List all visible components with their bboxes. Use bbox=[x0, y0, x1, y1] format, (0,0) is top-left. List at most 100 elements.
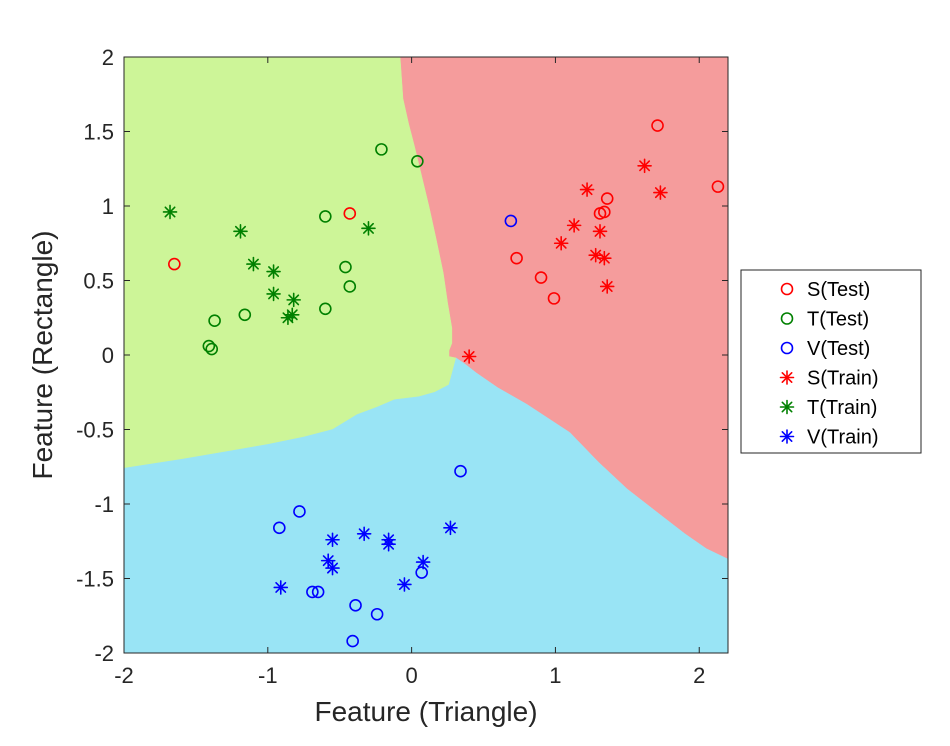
legend-label: S(Test) bbox=[807, 279, 870, 301]
legend-box bbox=[740, 269, 922, 454]
data-point bbox=[653, 185, 668, 200]
series-v-test bbox=[273, 214, 518, 648]
data-point bbox=[597, 250, 612, 266]
legend-marker bbox=[780, 341, 794, 355]
data-point bbox=[356, 526, 372, 542]
data-point bbox=[411, 155, 424, 168]
legend-label: V(Train) bbox=[807, 427, 878, 449]
legend-item: S(Train) bbox=[779, 368, 878, 390]
data-point bbox=[162, 204, 178, 220]
y-tick-label: -1.5 bbox=[76, 567, 114, 592]
data-point bbox=[202, 339, 216, 353]
x-tick-label: -2 bbox=[114, 663, 134, 688]
data-point bbox=[319, 302, 332, 316]
data-point bbox=[349, 599, 362, 612]
data-point bbox=[205, 342, 219, 356]
x-tick-label: 0 bbox=[405, 663, 417, 688]
y-tick-label: -2 bbox=[94, 641, 114, 666]
data-point bbox=[266, 264, 281, 279]
x-axis-ticks: -2 -1 0 1 2 bbox=[114, 57, 705, 688]
data-point bbox=[637, 158, 652, 174]
data-point bbox=[510, 251, 523, 265]
data-point bbox=[599, 279, 615, 294]
data-point bbox=[534, 271, 548, 284]
y-tick-label: 0 bbox=[102, 343, 114, 368]
y-tick-label: 1.5 bbox=[83, 120, 114, 145]
series-s-test bbox=[168, 119, 725, 305]
y-tick-label: 0.5 bbox=[83, 269, 114, 294]
data-point bbox=[238, 308, 252, 322]
data-point bbox=[454, 464, 467, 478]
y-axis-ticks: -2 -1.5 -1 -0.5 0 0.5 1 1.5 2 bbox=[76, 45, 728, 666]
data-point bbox=[461, 349, 477, 364]
data-point bbox=[320, 553, 336, 568]
y-tick-label: 2 bbox=[102, 45, 114, 70]
y-tick-label: 1 bbox=[102, 194, 114, 219]
data-point bbox=[286, 292, 301, 308]
data-point bbox=[592, 224, 608, 239]
data-point bbox=[325, 560, 340, 576]
data-point bbox=[415, 566, 428, 579]
data-point bbox=[343, 280, 357, 293]
data-point bbox=[598, 205, 611, 219]
series-t-train bbox=[162, 204, 376, 326]
legend-item: V(Train) bbox=[779, 427, 878, 449]
legend-marker bbox=[779, 429, 795, 444]
data-point bbox=[319, 210, 332, 223]
decision-regions bbox=[123, 56, 729, 654]
data-point bbox=[504, 214, 518, 228]
data-point bbox=[375, 143, 388, 156]
region-v bbox=[123, 357, 729, 654]
data-point bbox=[346, 634, 359, 648]
data-point bbox=[293, 505, 306, 518]
legend-item: S(Test) bbox=[780, 279, 870, 301]
data-point bbox=[600, 192, 614, 205]
legend-label: T(Train) bbox=[807, 397, 877, 419]
data-point bbox=[233, 224, 248, 239]
data-point bbox=[273, 580, 289, 595]
data-point bbox=[547, 292, 561, 305]
x-tick-label: 1 bbox=[549, 663, 561, 688]
data-point bbox=[306, 585, 319, 599]
data-point bbox=[711, 180, 725, 193]
legend-label: T(Test) bbox=[807, 309, 869, 331]
legend-marker bbox=[779, 370, 795, 385]
legend: S(Test) T(Test) V(Test) S(Train) T(Train) V(T… bbox=[740, 269, 922, 454]
data-point bbox=[266, 286, 281, 302]
data-point bbox=[208, 314, 221, 328]
data-point bbox=[415, 554, 431, 570]
legend-item: V(Test) bbox=[780, 338, 870, 360]
data-point bbox=[284, 307, 300, 323]
data-point bbox=[343, 207, 357, 220]
x-axis-label: Feature (Triangle) bbox=[314, 696, 537, 727]
y-tick-label: -1 bbox=[94, 492, 114, 517]
data-points bbox=[162, 119, 725, 648]
data-point bbox=[246, 256, 261, 272]
legend-item: T(Test) bbox=[780, 309, 869, 331]
legend-marker bbox=[779, 399, 795, 415]
data-point bbox=[443, 520, 458, 536]
data-point bbox=[651, 119, 664, 132]
data-point bbox=[553, 235, 569, 251]
legend-label: V(Test) bbox=[807, 338, 870, 360]
data-point bbox=[325, 532, 340, 548]
y-axis-label: Feature (Rectangle) bbox=[27, 230, 58, 479]
x-tick-label: 2 bbox=[693, 663, 705, 688]
data-point bbox=[370, 607, 384, 621]
series-v-train bbox=[273, 520, 458, 595]
data-point bbox=[566, 218, 582, 233]
data-point bbox=[361, 221, 376, 236]
legend-marker bbox=[780, 282, 794, 296]
series-s-train bbox=[461, 158, 668, 364]
data-point bbox=[339, 260, 352, 274]
legend-marker bbox=[780, 312, 794, 325]
data-point bbox=[168, 257, 181, 271]
legend-label: S(Train) bbox=[807, 368, 878, 390]
data-point bbox=[579, 182, 595, 197]
data-point bbox=[397, 577, 412, 592]
series-t-test bbox=[202, 143, 424, 356]
x-tick-label: -1 bbox=[258, 663, 278, 688]
legend-item: T(Train) bbox=[779, 397, 877, 419]
data-point bbox=[273, 521, 286, 535]
